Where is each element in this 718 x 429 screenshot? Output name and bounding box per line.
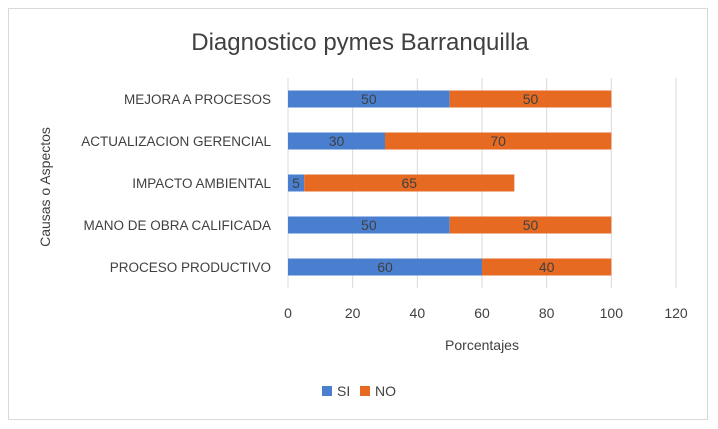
data-label-si-1: 30 [329,133,345,149]
x-axis-title: Porcentajes [445,337,519,353]
chart-title: Diagnostico pymes Barranquilla [191,29,529,56]
legend-swatch-no [360,386,370,396]
bar-no-0 [449,90,612,108]
category-label-3: MANO DE OBRA CALIFICADA [83,218,271,233]
category-label-2: IMPACTO AMBIENTAL [132,176,271,191]
data-label-no-0: 50 [523,91,539,107]
data-label-si-2: 5 [292,175,300,191]
bar-si-4 [288,258,482,276]
x-tick-label-6: 120 [664,305,688,321]
bars-group: 50 50 30 70 5 65 50 50 60 40 [288,90,612,276]
legend-label-no: NO [375,383,396,399]
bar-no-3 [449,216,612,234]
data-label-si-0: 50 [361,91,377,107]
category-label-0: MEJORA A PROCESOS [124,92,271,107]
category-label-1: ACTUALIZACION GERENCIAL [81,134,271,149]
x-tick-label-2: 40 [410,305,426,321]
bar-no-2 [304,174,515,192]
data-label-no-3: 50 [523,217,539,233]
chart-frame [8,8,708,420]
x-tick-labels: 0 20 40 60 80 100 120 [284,305,688,321]
gridlines [287,78,677,288]
bar-si-1 [288,132,385,150]
x-tick-label-1: 20 [345,305,361,321]
category-label-4: PROCESO PRODUCTIVO [110,260,271,275]
bar-no-4 [482,258,612,276]
y-axis-title: Causas o Aspectos [37,127,53,247]
x-tick-label-4: 80 [539,305,555,321]
bar-no-1 [385,132,612,150]
data-label-no-2: 65 [401,175,417,191]
x-tick-label-0: 0 [284,305,292,321]
bar-si-2 [288,174,305,192]
data-label-si-4: 60 [377,259,393,275]
bar-si-3 [288,216,450,234]
legend: SI NO [322,383,396,399]
data-label-no-1: 70 [490,133,506,149]
bar-si-0 [288,90,450,108]
data-label-si-3: 50 [361,217,377,233]
category-labels: MEJORA A PROCESOS ACTUALIZACION GERENCIAL… [81,92,271,275]
legend-label-si: SI [337,383,350,399]
x-tick-label-5: 100 [600,305,624,321]
legend-swatch-si [322,386,332,396]
x-tick-label-3: 60 [474,305,490,321]
data-label-no-4: 40 [539,259,555,275]
